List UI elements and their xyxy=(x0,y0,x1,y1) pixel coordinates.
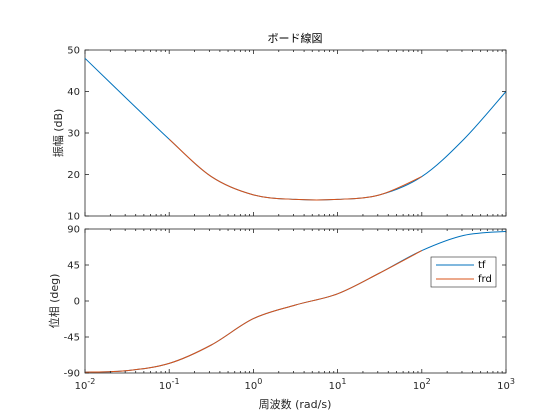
phase-ytick-label: -90 xyxy=(64,369,80,380)
magnitude-ytick-label: 10 xyxy=(67,212,80,223)
magnitude-ticks xyxy=(84,49,507,217)
x-axis-label: 周波数 (rad/s) xyxy=(259,398,332,411)
magnitude-axes-box xyxy=(84,49,507,217)
x-tick-labels: 10-2 10-1 100 101 102 103 xyxy=(75,377,515,392)
phase-ylabel: 位相 (deg) xyxy=(47,274,61,329)
magnitude-ytick-label: 50 xyxy=(67,46,80,57)
legend: tf frd xyxy=(430,256,497,288)
magnitude-plot: 10 20 30 40 50 振幅 (dB) xyxy=(51,46,507,223)
xtick-label: 10-1 xyxy=(159,377,180,392)
phase-axes-box xyxy=(84,228,507,374)
phase-ytick-label: 45 xyxy=(67,261,80,272)
legend-box xyxy=(430,256,497,288)
phase-ticks xyxy=(84,228,507,374)
chart-title: ボード線図 xyxy=(268,31,323,45)
magnitude-ytick-label: 40 xyxy=(67,87,80,98)
xtick-label: 103 xyxy=(497,377,515,392)
legend-label-frd: frd xyxy=(478,274,492,285)
phase-line-frd xyxy=(84,250,423,373)
phase-ytick-label: -45 xyxy=(64,333,80,344)
phase-ytick-label: 90 xyxy=(67,225,80,236)
xtick-label: 102 xyxy=(413,377,431,392)
magnitude-line-frd xyxy=(168,138,422,201)
xtick-label: 101 xyxy=(329,377,347,392)
phase-series-layer xyxy=(84,230,507,373)
xtick-label: 10-2 xyxy=(75,377,96,392)
magnitude-ytick-label: 30 xyxy=(67,129,80,140)
magnitude-series-layer xyxy=(84,57,507,201)
magnitude-ylabel: 振幅 (dB) xyxy=(51,109,65,158)
xtick-label: 100 xyxy=(244,377,262,392)
phase-plot: -90 -45 0 45 90 位相 (deg) xyxy=(47,225,507,380)
magnitude-ytick-label: 20 xyxy=(67,170,80,181)
phase-tick-labels: -90 -45 0 45 90 xyxy=(64,225,80,380)
legend-label-tf: tf xyxy=(478,260,486,271)
phase-ytick-label: 0 xyxy=(74,297,80,308)
magnitude-tick-labels: 10 20 30 40 50 xyxy=(67,46,80,223)
